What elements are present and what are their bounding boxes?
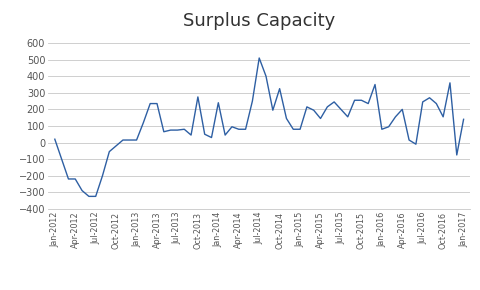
Title: Surplus Capacity: Surplus Capacity bbox=[183, 12, 336, 30]
